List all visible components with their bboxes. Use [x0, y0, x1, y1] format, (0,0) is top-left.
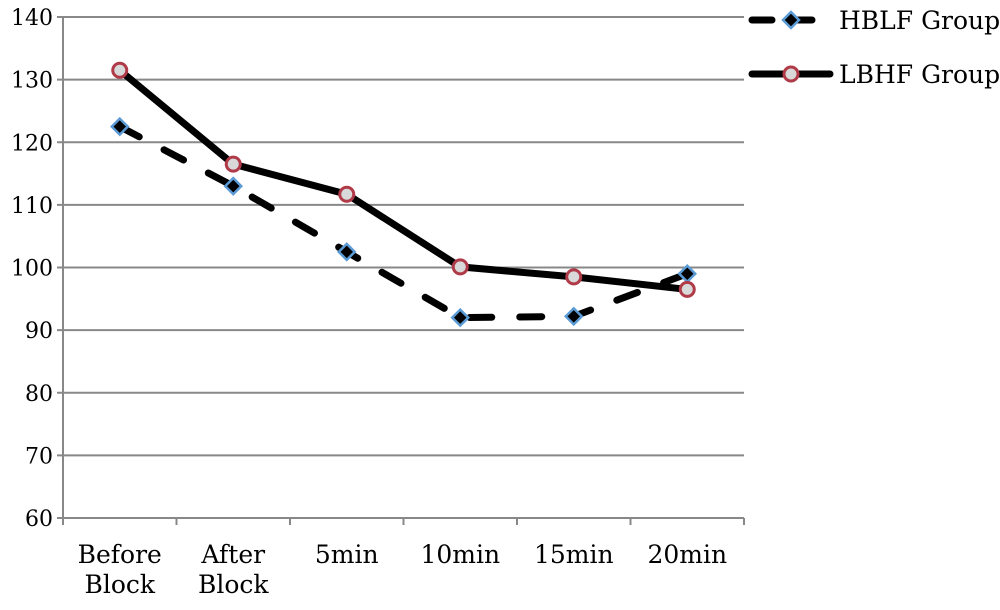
- data-point: [451, 258, 469, 276]
- data-point: [223, 176, 244, 196]
- x-tick-label: After Block: [198, 540, 269, 599]
- x-tick-label: 15min: [534, 540, 614, 569]
- y-tick-label: 120: [11, 131, 53, 156]
- data-point: [678, 280, 696, 298]
- data-point: [109, 116, 130, 137]
- y-tick-label: 100: [11, 257, 53, 282]
- legend-marker-1: [782, 65, 800, 83]
- data-point: [450, 307, 471, 328]
- axes: [57, 16, 745, 525]
- series-line-0: [116, 123, 691, 322]
- data-point: [111, 61, 129, 79]
- y-tick-label: 140: [11, 6, 53, 31]
- series-group: [109, 61, 698, 328]
- x-tick-label: Before Block: [78, 540, 162, 599]
- x-tick-label-line: Before: [78, 540, 162, 569]
- x-tick-label-line: 15min: [534, 540, 614, 569]
- data-point: [336, 242, 357, 262]
- y-tick-labels: 60 70 80 90 100 110 120 130 140: [11, 6, 53, 532]
- data-point: [565, 268, 583, 286]
- data-point: [338, 185, 356, 203]
- x-tick-label-line: 5min: [315, 540, 379, 569]
- data-point: [563, 306, 584, 327]
- legend-marker-0: [781, 10, 801, 30]
- x-tick-label: 10min: [420, 540, 500, 569]
- x-tick-label: 20min: [647, 540, 727, 569]
- y-tick-label: 70: [25, 444, 53, 469]
- legend: HBLF Group LBHF Group: [748, 6, 1000, 89]
- y-tick-label: 110: [11, 194, 53, 219]
- x-tick-label-line: 20min: [647, 540, 727, 569]
- x-tick-label-line: Block: [84, 570, 155, 599]
- legend-label-1: LBHF Group: [839, 60, 1000, 89]
- gridlines: [63, 16, 744, 457]
- x-tick-label-line: 10min: [420, 540, 500, 569]
- data-point: [224, 155, 242, 173]
- legend-label-0: HBLF Group: [839, 6, 1000, 35]
- x-tick-label-line: After: [200, 540, 265, 569]
- series-line-1: [116, 66, 691, 293]
- y-tick-label: 90: [25, 319, 53, 344]
- y-tick-label: 80: [25, 382, 53, 407]
- y-tick-label: 130: [11, 69, 53, 94]
- y-tick-label: 60: [25, 507, 53, 532]
- x-tick-label: 5min: [315, 540, 379, 569]
- x-tick-label-line: Block: [198, 570, 269, 599]
